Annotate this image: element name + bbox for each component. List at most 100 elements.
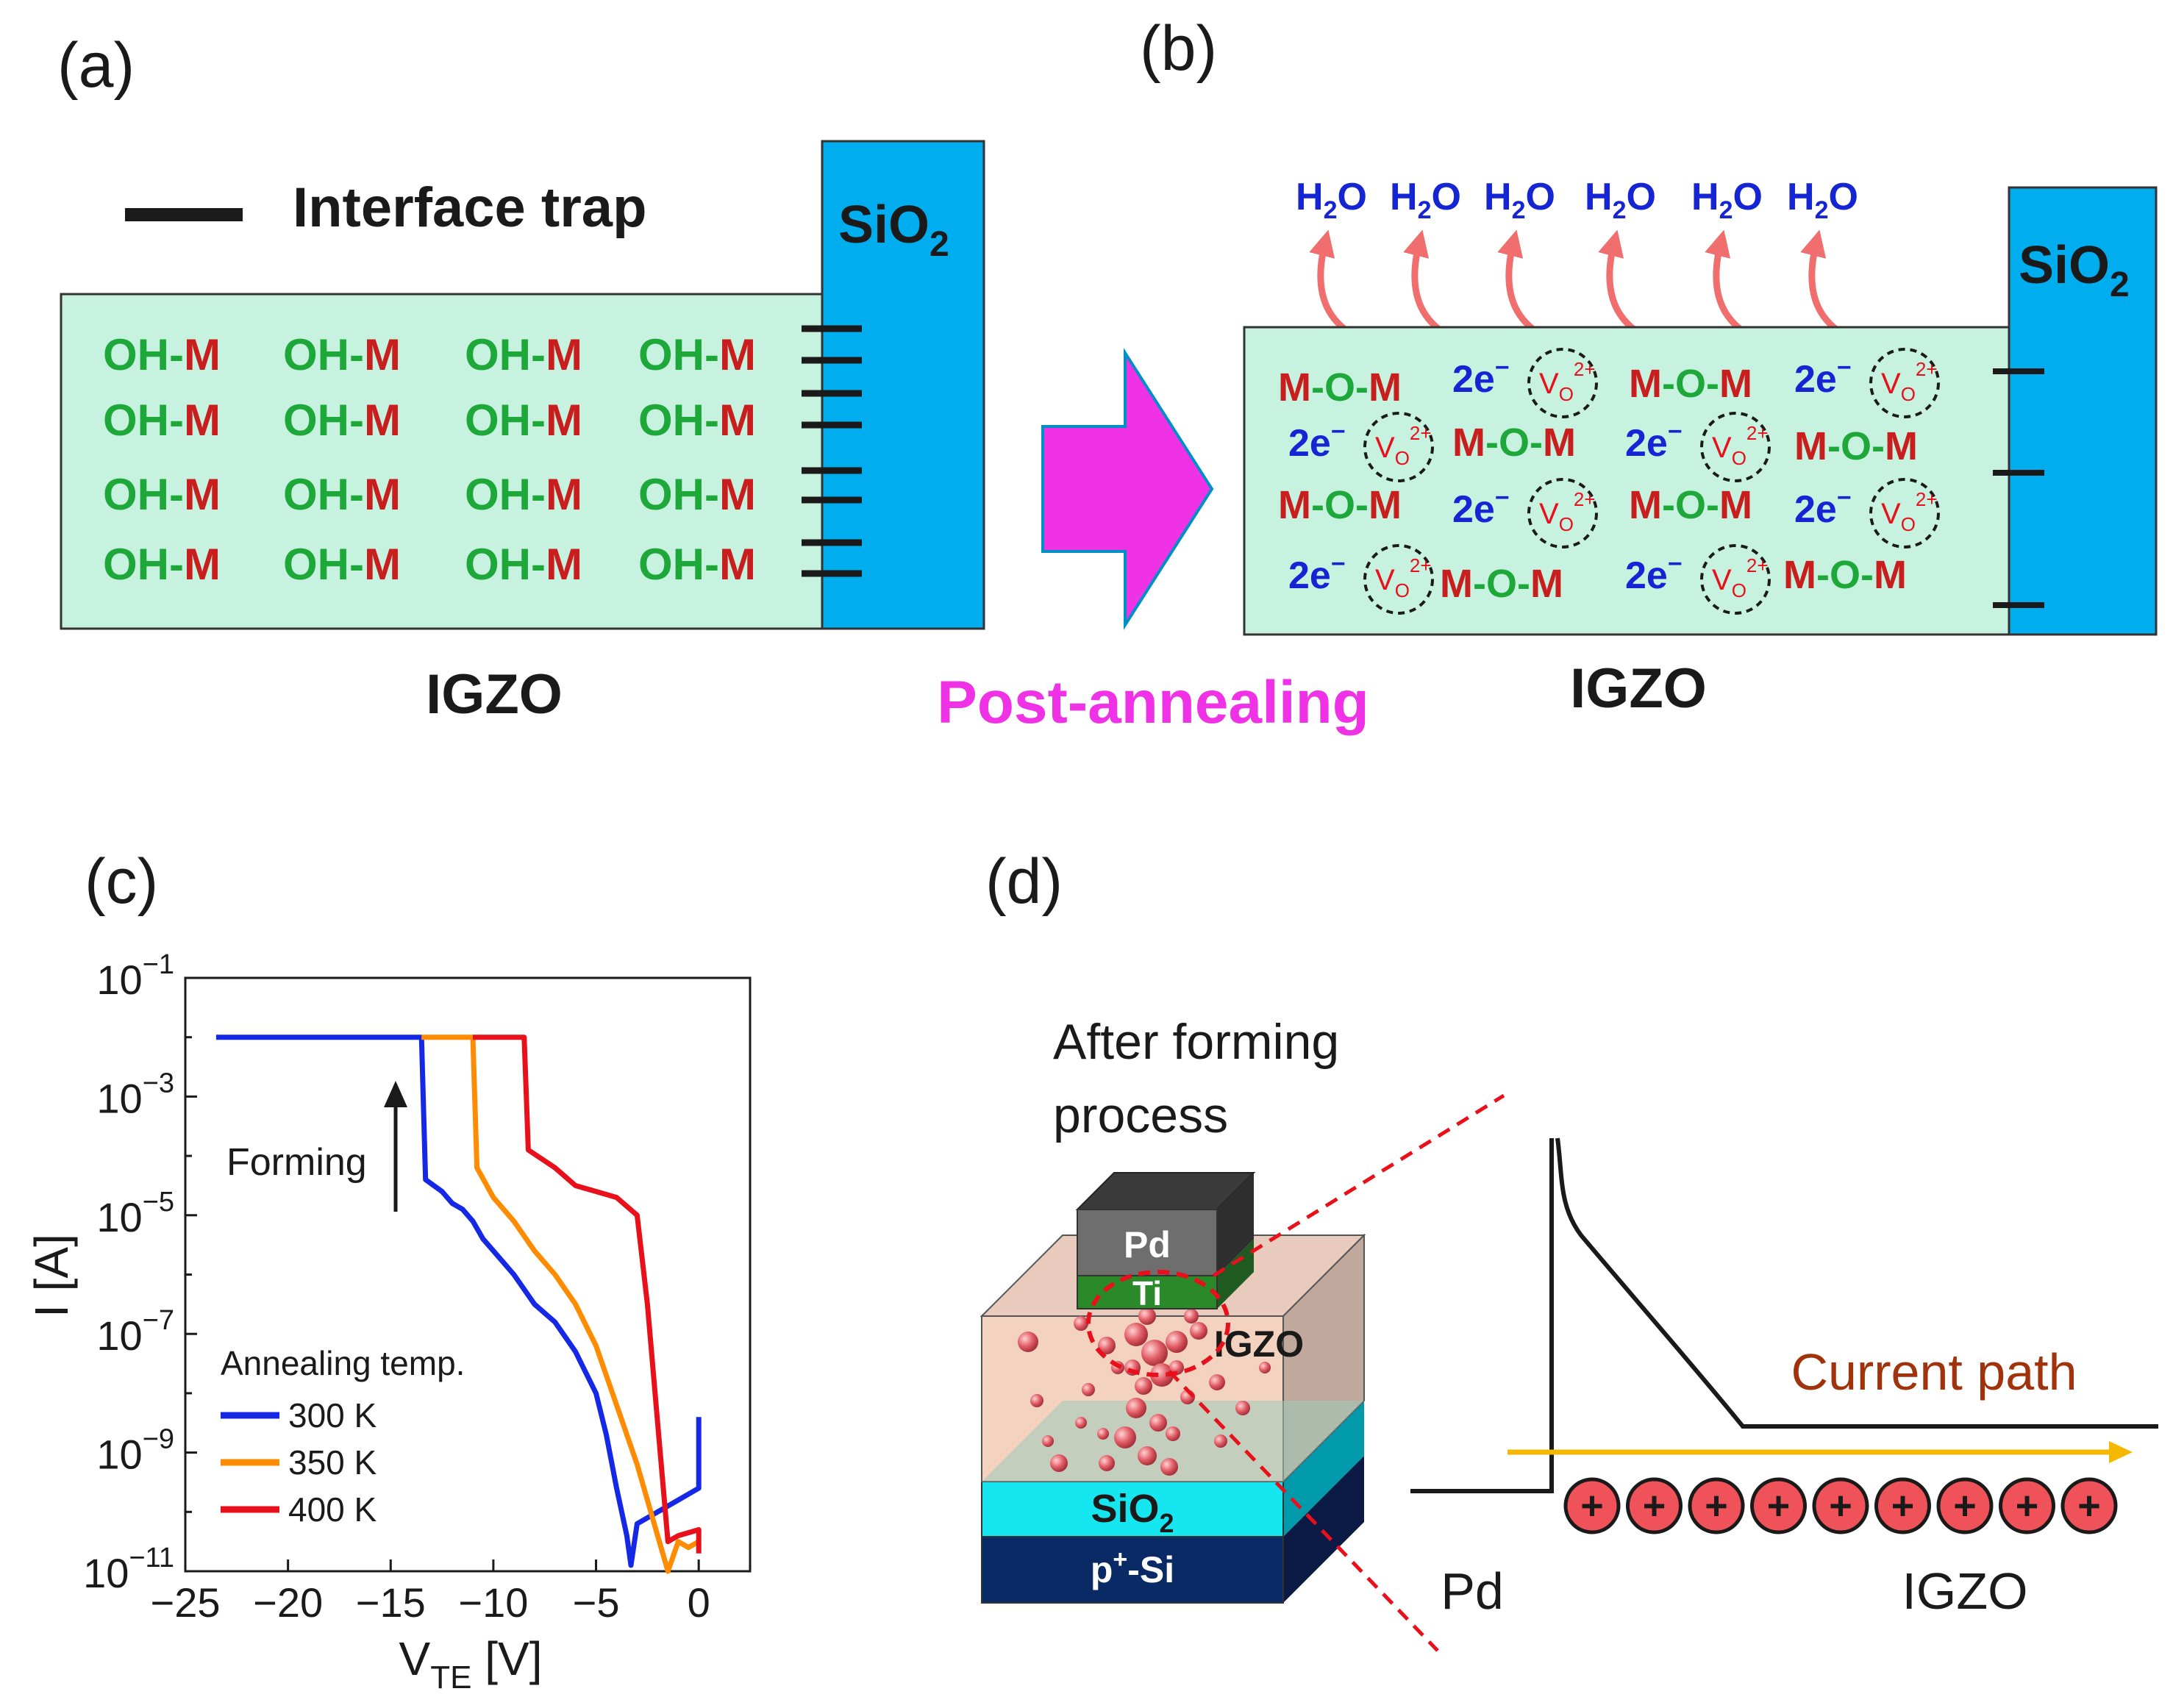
vacancy-particle xyxy=(1190,1322,1207,1340)
y-tick-label: 10−5 xyxy=(96,1187,174,1240)
x-tick-label: 0 xyxy=(688,1579,710,1626)
forming-label: Forming xyxy=(226,1141,367,1184)
vacancy-species-grid: M-O-M 2e− VO2+ M-O-M 2e− VO2+2e− VO2+ M-O-M 2e− V… xyxy=(1278,348,1940,615)
positive-charge-sign: + xyxy=(1953,1484,1977,1528)
positive-charge-icon xyxy=(1626,1477,1683,1534)
vacancy-particle xyxy=(1082,1383,1095,1396)
positive-charge-icon xyxy=(1874,1477,1931,1534)
x-tick-label: −15 xyxy=(356,1579,426,1626)
vacancy-particle xyxy=(1138,1307,1156,1325)
vacancy-particle xyxy=(1209,1374,1225,1390)
forming-arrow-icon xyxy=(384,1081,407,1107)
positive-charge-icon xyxy=(1999,1477,2055,1534)
oh-m-species-grid: OH-M OH-M OH-M OH-M OH-M OH-M OH-M OH-M OH-M OH-M… xyxy=(103,330,756,589)
oh-m-species: OH-M xyxy=(638,330,756,379)
panel-a: (a) Interface trap SiO2 OH-M OH-M OH-M OH-M… xyxy=(57,30,985,726)
electron-pair: 2e− xyxy=(1625,550,1683,597)
igzo-label-a: IGZO xyxy=(426,663,563,726)
vacancy-particle xyxy=(1150,1363,1174,1387)
oxygen-vacancy-circle xyxy=(1869,348,1940,418)
vacancy-particle xyxy=(1138,1446,1157,1465)
h2o-molecule: H2O xyxy=(1787,176,1858,224)
interface-traps-a xyxy=(802,325,862,577)
oxygen-vacancy-circle xyxy=(1363,412,1434,482)
vacancy-particle xyxy=(1214,1434,1227,1448)
pd-label: Pd xyxy=(1124,1224,1171,1265)
oxygen-vacancy-label: VO2+ xyxy=(1539,358,1596,405)
y-tick-label: 10−1 xyxy=(96,949,174,1003)
p-si-label: p+-Si xyxy=(1091,1546,1174,1590)
positive-charge-icon xyxy=(1750,1477,1807,1534)
data-series xyxy=(215,1035,702,1574)
vacancy-particle xyxy=(1099,1455,1115,1471)
vacancy-particle xyxy=(1098,1337,1116,1354)
oxygen-vacancy-circle xyxy=(1700,544,1771,615)
x-tick-label: −5 xyxy=(573,1579,620,1626)
igzo-band-edge xyxy=(1555,1137,2158,1429)
oh-m-species: OH-M xyxy=(465,330,582,379)
oh-m-species: OH-M xyxy=(103,330,221,379)
vacancy-particle xyxy=(1114,1426,1136,1448)
igzo-label-b: IGZO xyxy=(1570,657,1707,720)
vacancy-particle xyxy=(1074,1316,1088,1331)
current-path-label: Current path xyxy=(1791,1343,2077,1401)
vacancy-particle xyxy=(1018,1332,1038,1352)
positive-charge-sign: + xyxy=(1643,1484,1666,1528)
sio2-layer xyxy=(981,1481,1284,1537)
x-tick-label: −10 xyxy=(458,1579,528,1626)
oxygen-vacancy-circle xyxy=(1527,348,1598,418)
electron-pair: 2e− xyxy=(1452,354,1510,401)
h2o-molecule: H2O xyxy=(1484,176,1555,224)
post-annealing-label: Post-annealing xyxy=(937,669,1369,736)
h2o-molecule: H2O xyxy=(1296,176,1367,224)
oxygen-vacancy-filament xyxy=(1018,1307,1271,1476)
panel-d: (d) After forming process p+-Si SiO2 IGZ… xyxy=(980,846,2158,1652)
x-axis-label: VTE [V] xyxy=(399,1632,543,1696)
panel-label-b: (b) xyxy=(1140,13,1217,84)
pd-layer xyxy=(1077,1209,1218,1276)
post-annealing-arrow-icon xyxy=(1041,348,1214,630)
vacancy-particle xyxy=(1259,1362,1271,1373)
m-o-m-bond: M-O-M xyxy=(1629,483,1752,527)
legend-title: Annealing temp. xyxy=(221,1344,465,1382)
vacancy-particle xyxy=(1030,1394,1043,1407)
positive-charge-sign: + xyxy=(1580,1484,1604,1528)
ti-side xyxy=(1217,1239,1254,1309)
panel-label-a: (a) xyxy=(57,30,135,101)
panel-c: (c) −25 −20 −15 −10 −5 0 10−1 10−3 10−5 10−7 10−9 1… xyxy=(25,846,752,1696)
electron-pair: 2e− xyxy=(1288,550,1346,597)
oh-m-species: OH-M xyxy=(465,470,582,519)
pd-side xyxy=(1217,1173,1254,1276)
band-igzo-label: IGZO xyxy=(1902,1562,2027,1620)
positive-charge-sign: + xyxy=(1705,1484,1728,1528)
m-o-m-bond: M-O-M xyxy=(1278,483,1402,527)
h2o-molecule: H2O xyxy=(1691,176,1763,224)
oh-m-species: OH-M xyxy=(638,540,756,589)
vacancy-particle xyxy=(1097,1428,1109,1440)
oh-m-species: OH-M xyxy=(103,540,221,589)
y-tick-label: 10−11 xyxy=(83,1543,174,1596)
oh-m-species: OH-M xyxy=(465,540,582,589)
vacancy-particle xyxy=(1135,1377,1152,1395)
sio2-label-a: SiO2 xyxy=(838,196,949,264)
oh-m-species: OH-M xyxy=(103,396,221,445)
m-o-m-bond: M-O-M xyxy=(1794,424,1918,468)
series-line-400-K xyxy=(473,1035,702,1554)
m-o-m-bond: M-O-M xyxy=(1452,421,1576,465)
m-o-m-bond: M-O-M xyxy=(1783,553,1907,597)
legend-label: 350 K xyxy=(288,1443,377,1482)
vacancy-particle xyxy=(1166,1331,1188,1353)
h2o-molecule: H2O xyxy=(1390,176,1461,224)
p-si-side xyxy=(1283,1456,1364,1603)
oh-m-species: OH-M xyxy=(638,396,756,445)
sio2-label-b: SiO2 xyxy=(2019,236,2130,304)
vacancy-particle xyxy=(1141,1340,1168,1366)
oxygen-vacancy-circle xyxy=(1869,478,1940,549)
zoom-line-top xyxy=(1212,1093,1505,1278)
oxygen-vacancy-label: VO2+ xyxy=(1375,422,1432,469)
device-stack: p+-Si SiO2 IGZO Ti Pd xyxy=(980,1172,1366,1604)
positive-charge-icon xyxy=(1812,1477,1869,1534)
positive-charge-icon xyxy=(1563,1477,1621,1534)
oxygen-vacancy-label: VO2+ xyxy=(1712,422,1769,469)
